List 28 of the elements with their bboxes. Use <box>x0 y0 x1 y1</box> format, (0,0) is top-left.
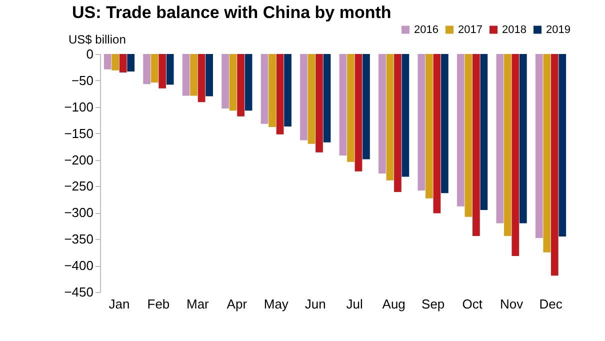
y-tick-label: −450 <box>64 284 94 300</box>
y-tick-label: −50 <box>71 72 94 88</box>
y-tick-label: −300 <box>64 205 94 220</box>
y-tick-label: −200 <box>64 152 94 168</box>
x-tick-label: Jan <box>108 296 130 312</box>
y-tick-label: −100 <box>64 99 94 114</box>
x-tick-label: Jun <box>304 296 326 312</box>
x-tick-label: Dec <box>539 296 563 312</box>
x-tick-label: Feb <box>147 296 170 312</box>
legend-label: 2018 <box>502 24 526 36</box>
legend-label: 2017 <box>458 24 482 36</box>
y-tick-label: −250 <box>64 178 94 194</box>
legend-label: 2016 <box>414 24 438 36</box>
y-tick-label: −150 <box>64 126 94 141</box>
x-tick-label: Mar <box>186 296 210 312</box>
y-tick-label: −400 <box>64 258 94 274</box>
x-tick-label: Sep <box>422 296 445 312</box>
y-axis-title: US$ billion <box>68 32 126 46</box>
x-tick-label: May <box>264 296 289 312</box>
x-tick-label: Jul <box>346 296 364 312</box>
x-tick-label: Apr <box>226 296 248 312</box>
x-tick-label: Nov <box>500 296 524 312</box>
x-tick-label: Oct <box>462 296 483 312</box>
y-tick-label: 0 <box>86 46 94 62</box>
x-tick-label: Aug <box>382 296 406 312</box>
legend-label: 2019 <box>546 24 570 36</box>
y-tick-label: −350 <box>64 232 94 247</box>
chart-title: US: Trade balance with China by month <box>72 3 392 22</box>
